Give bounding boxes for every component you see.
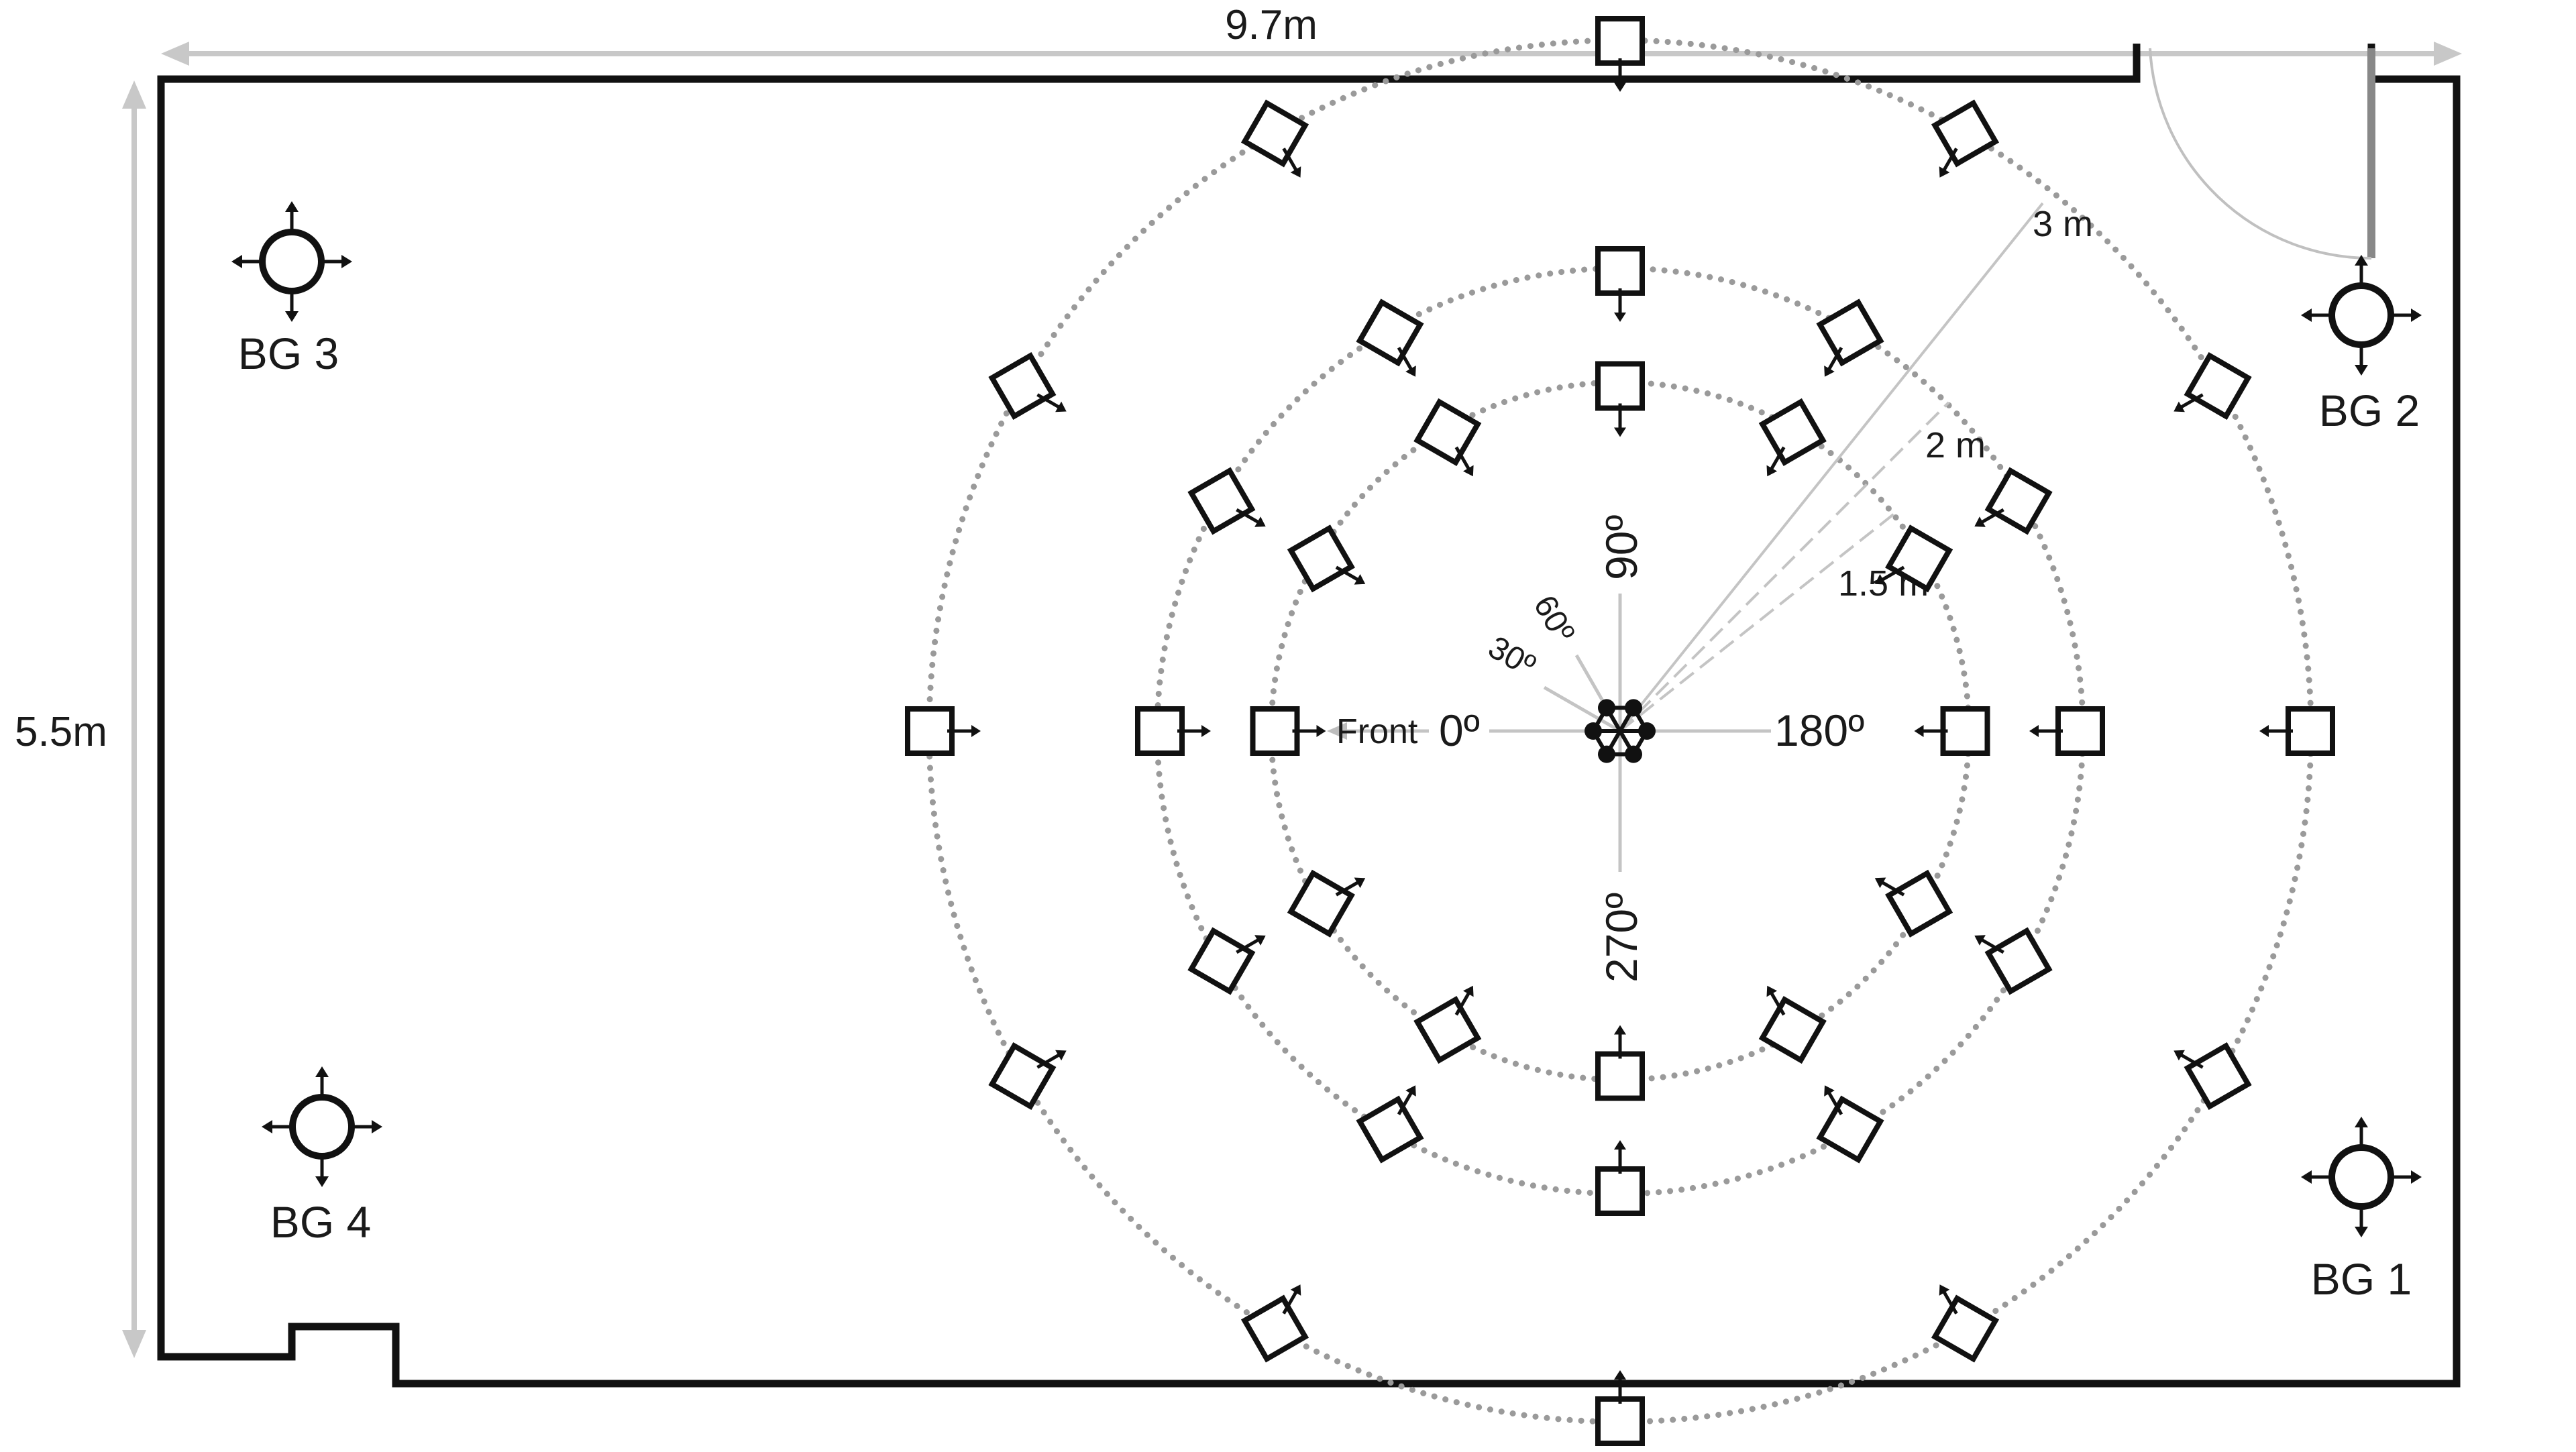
speaker (1356, 298, 1424, 377)
speaker (1595, 361, 1645, 437)
speaker (1931, 99, 2000, 178)
door (2149, 48, 2375, 260)
speaker (1974, 467, 2053, 535)
speaker (1240, 99, 1309, 178)
angle-60-label: 60º (1526, 590, 1580, 649)
bg2-label: BG 2 (2319, 386, 2420, 435)
bg1-source-icon (2301, 1117, 2422, 1237)
speaker (1816, 1085, 1884, 1164)
ring-3m-label: 3 m (2033, 204, 2093, 244)
front-label: Front (1336, 712, 1418, 751)
bg3-label: BG 3 (238, 329, 339, 378)
microphone-array (1585, 699, 1656, 763)
speaker (1413, 985, 1482, 1064)
speaker (1758, 985, 1827, 1064)
room-width-label: 9.7m (1225, 2, 1318, 48)
speaker (1595, 1370, 1645, 1446)
bg4-label: BG 4 (270, 1197, 371, 1247)
speaker (988, 1042, 1067, 1111)
speaker (1931, 1284, 2000, 1363)
speaker (2174, 1042, 2252, 1111)
ring-2m-label: 2 m (1925, 425, 1986, 465)
speaker (1914, 706, 1990, 756)
microphone-capsule (1598, 699, 1615, 717)
bg2-source-icon (2301, 255, 2422, 376)
speaker (1595, 1140, 1645, 1216)
speaker (1187, 467, 1266, 535)
speaker (988, 351, 1067, 421)
microphone-capsule (1598, 745, 1615, 763)
speaker (1758, 398, 1827, 477)
height-dimension: 5.5m (15, 80, 146, 1358)
angle-180-label: 180º (1774, 706, 1864, 755)
microphone-capsule (1625, 699, 1642, 717)
speaker (2259, 706, 2335, 756)
speaker (1287, 524, 1366, 593)
angle-0-label: 0º (1439, 706, 1480, 755)
speaker (905, 706, 981, 756)
speaker (1595, 1025, 1645, 1101)
front-arrow (1327, 722, 1429, 740)
radius-guides (1619, 202, 2044, 732)
speaker (1287, 869, 1366, 938)
bg1-label: BG 1 (2311, 1254, 2412, 1304)
speaker (1595, 16, 1645, 92)
speaker (1356, 1085, 1424, 1164)
microphone-capsule (1638, 722, 1656, 740)
width-dimension: 9.7m (161, 2, 2462, 66)
angle-90-label: 90º (1597, 514, 1646, 580)
background-sources (231, 201, 2422, 1237)
angle-30-label: 30º (1483, 630, 1542, 684)
speaker (1413, 398, 1482, 477)
speaker (1135, 706, 1211, 756)
microphone-capsule (1625, 745, 1642, 763)
speaker (1250, 706, 1326, 756)
speaker (1874, 869, 1953, 938)
speaker (1595, 246, 1645, 322)
bg3-source-icon (231, 201, 352, 322)
speaker-array (905, 16, 2335, 1446)
speaker (1974, 927, 2053, 995)
speaker (1874, 524, 1953, 593)
microphone-capsule (1585, 722, 1602, 740)
bg4-source-icon (262, 1066, 382, 1187)
speaker (1240, 1284, 1309, 1363)
angle-270-label: 270º (1597, 893, 1646, 983)
speaker (2029, 706, 2105, 756)
speaker (2174, 351, 2252, 421)
speaker (1187, 927, 1266, 995)
room-walls (157, 44, 2461, 1388)
speaker (1816, 298, 1884, 377)
room-height-label: 5.5m (15, 709, 107, 755)
